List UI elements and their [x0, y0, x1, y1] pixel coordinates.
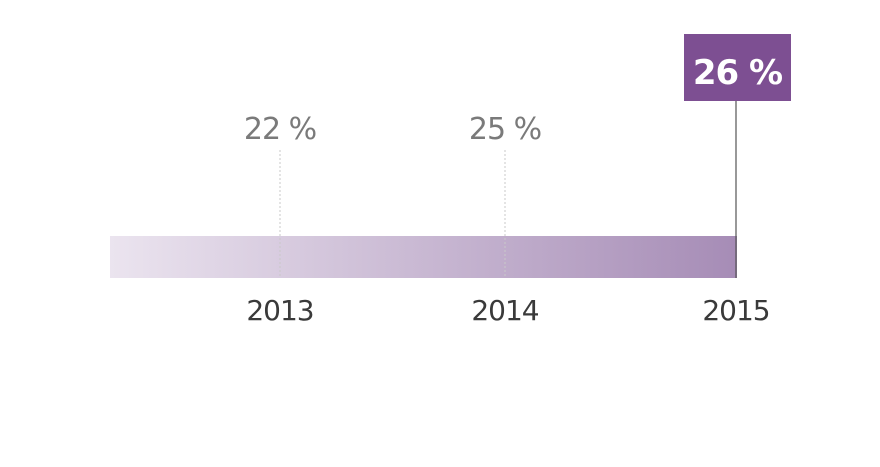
- value-label-2013: 22 %: [244, 112, 316, 147]
- year-label-2013: 2013: [246, 294, 313, 327]
- value-label-2014: 25 %: [469, 112, 541, 147]
- highlight-box-2015: [684, 34, 791, 101]
- value-label-2015: 26 %: [693, 53, 782, 93]
- timeline-bar: [110, 236, 737, 278]
- year-label-2014: 2014: [471, 294, 538, 327]
- year-label-2015: 2015: [702, 294, 769, 327]
